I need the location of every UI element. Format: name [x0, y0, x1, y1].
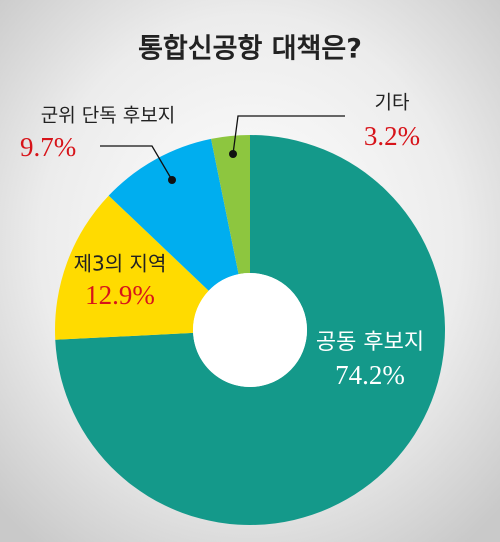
donut: [55, 135, 446, 525]
leader-lines: [100, 115, 345, 181]
slice: [55, 135, 446, 525]
slice-label: 군위 단독 후보지: [41, 105, 175, 127]
value-label: 12.9%: [85, 280, 155, 310]
leader-line: [100, 145, 173, 181]
leader-dot: [229, 150, 237, 158]
value-label: 74.2%: [335, 360, 405, 390]
slice-label: 공동 후보지: [316, 330, 424, 355]
chart-title: 통합신공항 대책은?: [138, 34, 362, 65]
slice: [108, 138, 239, 291]
value-label: 3.2%: [364, 121, 420, 151]
slice-label: 기타: [375, 92, 410, 114]
slice: [55, 195, 209, 340]
slice: [211, 135, 250, 275]
leader-line: [232, 115, 345, 155]
value-label: 9.7%: [20, 132, 76, 162]
slice-label: 제3의 지역: [74, 252, 167, 276]
donut-hole: [193, 273, 307, 387]
leader-dot: [168, 176, 176, 184]
